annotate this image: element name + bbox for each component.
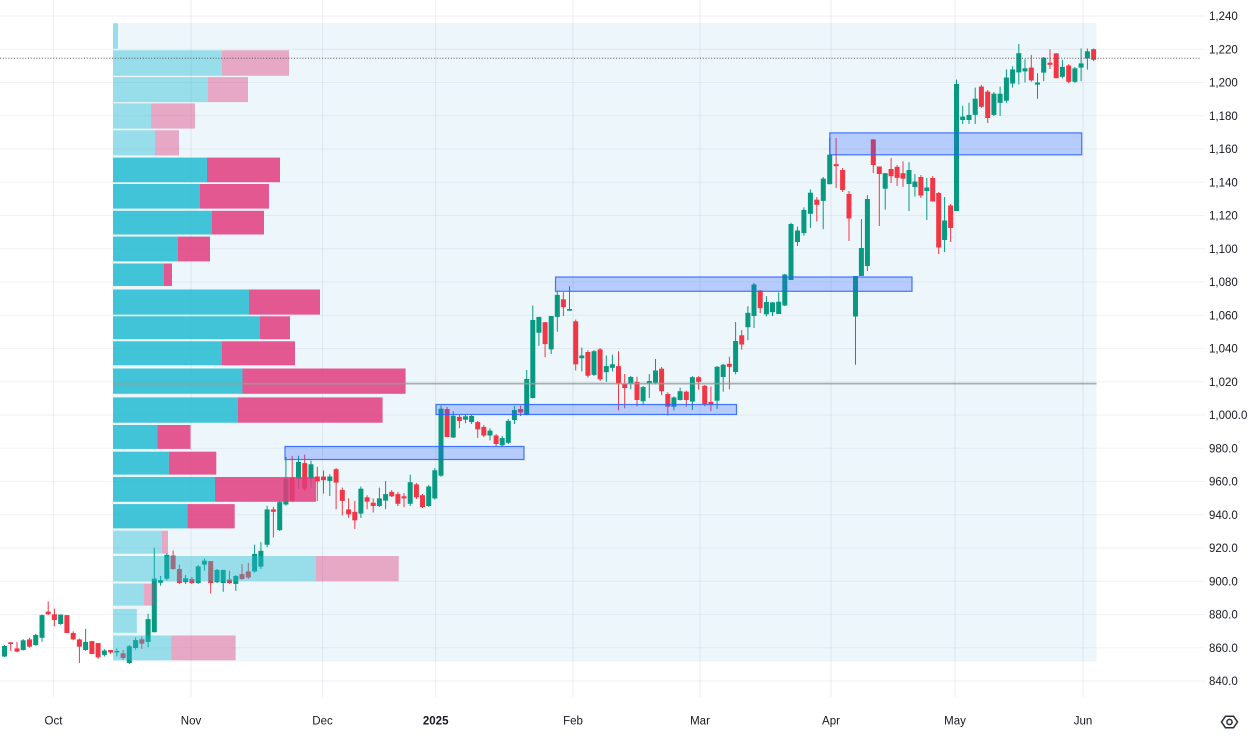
svg-text:1,020: 1,020 [1209, 377, 1238, 389]
svg-text:2025: 2025 [423, 716, 449, 728]
svg-text:960.0: 960.0 [1209, 477, 1238, 489]
svg-text:1,180: 1,180 [1209, 111, 1238, 123]
svg-text:Oct: Oct [45, 716, 64, 728]
svg-text:1,220: 1,220 [1209, 44, 1238, 56]
svg-text:1,140: 1,140 [1209, 177, 1238, 189]
svg-text:940.0: 940.0 [1209, 510, 1238, 522]
svg-text:1,100: 1,100 [1209, 244, 1238, 256]
svg-text:Mar: Mar [690, 716, 710, 728]
svg-text:1,040: 1,040 [1209, 344, 1238, 356]
svg-text:May: May [944, 716, 966, 728]
svg-text:1,120: 1,120 [1209, 211, 1238, 223]
svg-text:840.0: 840.0 [1209, 676, 1238, 688]
svg-text:1,160: 1,160 [1209, 144, 1238, 156]
svg-text:980.0: 980.0 [1209, 443, 1238, 455]
svg-text:920.0: 920.0 [1209, 543, 1238, 555]
svg-text:900.0: 900.0 [1209, 576, 1238, 588]
svg-text:880.0: 880.0 [1209, 610, 1238, 622]
svg-text:Nov: Nov [181, 716, 202, 728]
svg-text:1,060: 1,060 [1209, 310, 1238, 322]
svg-text:Jun: Jun [1074, 716, 1093, 728]
svg-text:Dec: Dec [312, 716, 333, 728]
svg-text:1,200: 1,200 [1209, 78, 1238, 90]
svg-text:1,080: 1,080 [1209, 277, 1238, 289]
svg-text:Apr: Apr [822, 716, 840, 728]
svg-text:Feb: Feb [563, 716, 583, 728]
svg-text:860.0: 860.0 [1209, 643, 1238, 655]
svg-text:1,240: 1,240 [1209, 11, 1238, 23]
svg-text:1,000.0: 1,000.0 [1209, 410, 1247, 422]
